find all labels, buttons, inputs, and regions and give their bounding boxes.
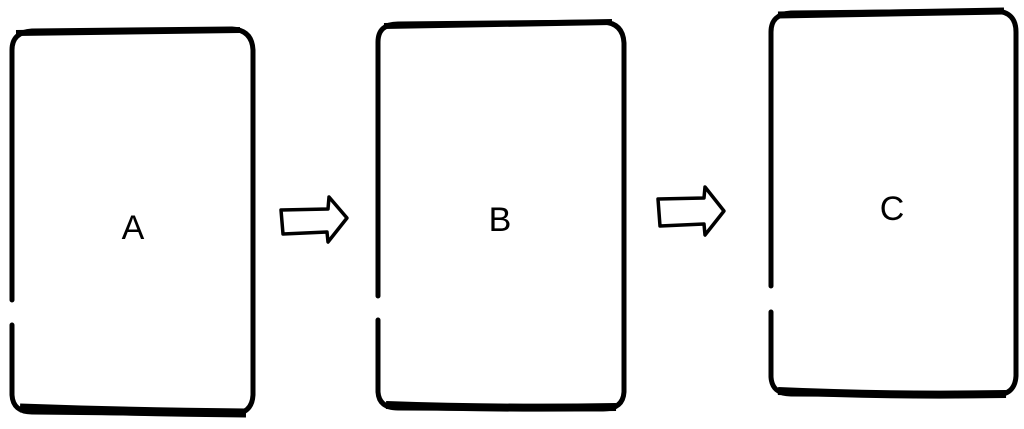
box-b-top-edge <box>384 22 612 26</box>
box-c-top-edge <box>778 11 1004 15</box>
box-b-bottom-edge <box>386 405 616 408</box>
box-a-bottom-edge <box>20 408 246 413</box>
box-a-label: A <box>122 209 145 247</box>
right-arrow-icon <box>658 187 724 235</box>
box-c-label: C <box>880 190 905 228</box>
box-c: C <box>771 11 1016 395</box>
box-c-bottom-edge <box>778 391 1006 395</box>
box-b: B <box>378 22 624 409</box>
box-b-label: B <box>489 201 512 239</box>
right-arrow-icon <box>281 197 347 242</box>
box-a: A <box>12 29 253 414</box>
box-a-top-edge <box>16 30 240 33</box>
